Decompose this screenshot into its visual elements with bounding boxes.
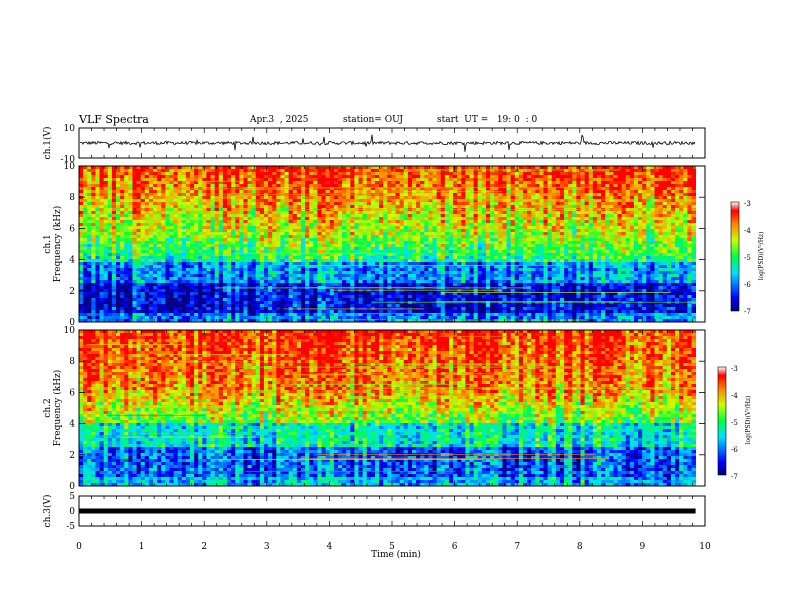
x-axis-tick-labels: 0 1 2 3 4 5 6 7 8 9 10: [76, 542, 711, 552]
x-tick-label-1: 1: [139, 542, 145, 552]
ch2-cb-tick-7: -7: [731, 473, 738, 481]
ch1-cb-tick-6: -6: [744, 281, 751, 289]
ch2-colorbar: [717, 366, 727, 476]
ch1-spectrogram-panel: 0 2 4 6 8 10 ch.1 Frequency (kHz) -3 -4 -5 -6…: [43, 162, 765, 328]
ch3-ytick-0: 0: [69, 507, 75, 517]
ch1-spec-ylabel-2: Frequency (kHz): [52, 206, 63, 283]
chart-title: VLF Spectra: [79, 113, 149, 126]
ch3-waveform-line: [79, 508, 696, 514]
ch2-spectrogram-image: [79, 330, 697, 487]
ch1-colorbar: [730, 201, 740, 312]
ch1-spec-ytick-10: 10: [64, 162, 76, 172]
ch1-cb-tick-4: -4: [744, 227, 751, 235]
ch1-ytick-top: 10: [64, 124, 76, 134]
ch1-cb-tick-3: -3: [744, 200, 751, 208]
x-tick-label-3: 3: [264, 542, 270, 552]
ch2-cb-tick-4: -4: [731, 392, 738, 400]
ch2-spec-ytick-0: 0: [69, 482, 75, 492]
station-label: station= OUJ: [343, 115, 404, 125]
x-tick-label-9: 9: [640, 542, 646, 552]
ch2-spec-ylabel-1: ch.2: [43, 398, 53, 417]
x-tick-label-8: 8: [577, 542, 583, 552]
ch1-ytick-bottom: -10: [61, 155, 76, 165]
ch1-ylabel: ch.1(V): [42, 127, 53, 160]
ch1-spectrogram-image: [79, 166, 697, 323]
ch2-cb-tick-6: -6: [731, 446, 738, 454]
ch2-cb-tick-5: -5: [731, 419, 738, 427]
x-tick-label-4: 4: [327, 542, 333, 552]
x-tick-label-6: 6: [452, 542, 458, 552]
ch2-spec-ytick-10: 10: [64, 326, 76, 336]
ch1-spec-ytick-8: 8: [69, 193, 75, 203]
ch1-spec-ytick-2: 2: [69, 287, 75, 297]
ch2-colorbar-label: log(PSD)(V²/Hz): [745, 396, 752, 445]
x-tick-label-7: 7: [514, 542, 520, 552]
ch3-ylabel: ch.3(V): [42, 495, 53, 528]
ch1-cb-tick-7: -7: [744, 308, 751, 316]
ch1-spec-ytick-4: 4: [69, 256, 75, 266]
ch1-cb-tick-5: -5: [744, 254, 751, 262]
ch1-waveform-line: [79, 134, 696, 152]
start-time-label: start UT = 19: 0 : 0: [437, 115, 538, 125]
date-label: Apr.3 , 2025: [250, 115, 309, 125]
x-tick-label-5: 5: [389, 542, 395, 552]
ch3-ytick-5: 5: [69, 492, 75, 502]
ch2-spectrogram-panel: 0 2 4 6 8 10 ch.2 Frequency (kHz) -3 -4 -5 -6…: [43, 326, 752, 492]
ch1-spec-ytick-0: 0: [69, 318, 75, 328]
x-tick-label-2: 2: [201, 542, 207, 552]
x-axis-ticks: [78, 128, 706, 526]
ch2-spec-ylabel-2: Frequency (kHz): [52, 370, 63, 447]
ch2-cb-tick-3: -3: [731, 365, 738, 373]
ch1-colorbar-label: log(PSD)(V²/Hz): [758, 232, 765, 281]
x-axis-label: Time (min): [371, 549, 421, 560]
ch2-spec-ytick-2: 2: [69, 451, 75, 461]
ch1-spec-ytick-6: 6: [69, 224, 75, 234]
ch2-spec-ytick-6: 6: [69, 388, 75, 398]
ch3-ytick-minus5: -5: [66, 522, 75, 532]
ch2-spec-ytick-4: 4: [69, 420, 75, 430]
ch2-spec-ytick-8: 8: [69, 357, 75, 367]
x-tick-label-10: 10: [699, 542, 711, 552]
ch1-spec-ylabel-1: ch.1: [43, 234, 53, 253]
x-tick-label-0: 0: [76, 542, 82, 552]
